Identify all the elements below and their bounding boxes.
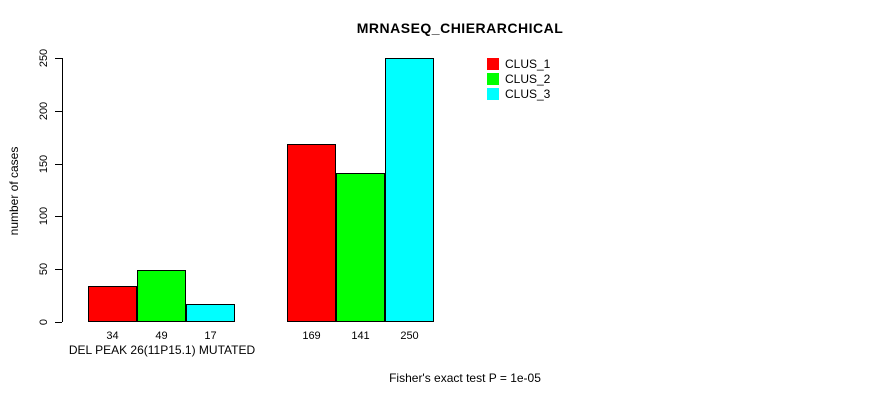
- chart-title: MRNASEQ_CHIERARCHICAL: [356, 20, 564, 36]
- bar-clus_1-group1: [88, 286, 137, 322]
- group1-label: DEL PEAK 26(11P15.1) MUTATED: [68, 343, 256, 357]
- legend-swatch-icon: [487, 87, 499, 100]
- bar-value-label: 141: [351, 330, 370, 342]
- y-tick-label: 100: [38, 207, 50, 226]
- y-tick-label: 250: [38, 48, 50, 68]
- y-tick: [55, 269, 62, 271]
- bar-value-label: 250: [400, 330, 419, 342]
- y-tick: [55, 216, 62, 218]
- legend-swatch-icon: [487, 72, 499, 85]
- legend-label: CLUS_1: [505, 56, 551, 71]
- annotation-text: Fisher's exact test P = 1e-05: [389, 371, 541, 385]
- legend-label: CLUS_3: [505, 86, 551, 101]
- y-tick: [55, 163, 62, 165]
- legend-item-clus_2: CLUS_2: [487, 71, 550, 86]
- bar-clus_2-group1: [137, 270, 186, 322]
- y-tick-label: 0: [38, 318, 50, 326]
- bar-value-label: 34: [106, 330, 119, 342]
- bar-clus_2-group2: [336, 173, 385, 322]
- bar-clus_1-group2: [287, 144, 336, 322]
- y-axis-line: [62, 58, 63, 322]
- legend-label: CLUS_2: [505, 71, 551, 86]
- y-tick-label: 150: [38, 154, 50, 173]
- bar-value-label: 49: [155, 330, 168, 342]
- legend: CLUS_1 CLUS_2 CLUS_3: [487, 56, 550, 101]
- y-tick-label: 200: [38, 101, 50, 120]
- y-tick: [55, 58, 62, 59]
- legend-item-clus_1: CLUS_1: [487, 56, 550, 71]
- bar-value-label: 169: [302, 330, 321, 342]
- y-tick-label: 50: [38, 263, 50, 276]
- y-tick: [55, 322, 62, 323]
- bar-clus_3-group1: [186, 304, 235, 322]
- legend-swatch-icon: [487, 57, 499, 70]
- y-axis-label: number of cases: [7, 146, 21, 236]
- legend-item-clus_3: CLUS_3: [487, 86, 550, 101]
- y-tick: [55, 110, 62, 112]
- bar-value-label: 17: [204, 330, 217, 342]
- bar-clus_3-group2: [385, 58, 434, 322]
